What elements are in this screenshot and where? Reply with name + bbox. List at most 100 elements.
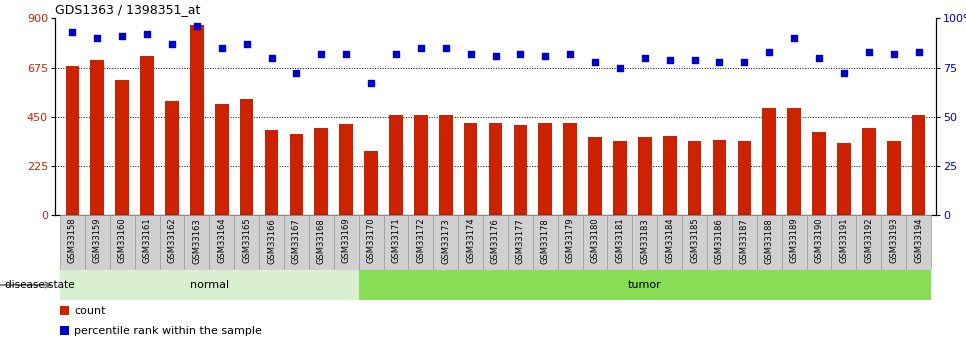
Point [239,41,254,47]
Text: GSM33161: GSM33161 [143,218,152,263]
Point [314,51,329,57]
Bar [190,25,204,215]
Text: tumor: tumor [628,280,662,290]
Text: GSM33171: GSM33171 [391,218,401,263]
Text: GSM33176: GSM33176 [491,218,500,264]
Bar [458,215,483,270]
Bar [434,215,458,270]
Point [837,71,852,76]
Text: GSM33194: GSM33194 [914,218,923,263]
Text: GSM33183: GSM33183 [640,218,649,264]
Text: GSM33179: GSM33179 [566,218,575,263]
Bar [906,215,931,270]
Text: GSM33180: GSM33180 [590,218,600,263]
Bar [508,215,533,270]
Text: GSM33187: GSM33187 [740,218,749,264]
Text: GSM33173: GSM33173 [441,218,450,264]
Bar [514,126,527,215]
Text: GSM33164: GSM33164 [217,218,226,263]
Point [338,51,354,57]
Bar [339,124,353,215]
Bar [265,130,278,215]
Point [388,51,404,57]
Point [587,59,603,65]
Point [786,35,802,41]
Text: GSM33185: GSM33185 [690,218,699,263]
Point [114,33,129,39]
Bar [91,60,104,215]
Point [612,65,628,70]
Point [139,31,155,37]
Point [90,35,105,41]
Bar [259,215,284,270]
Bar [638,137,652,215]
Point [65,29,80,35]
Point [861,49,876,55]
Point [761,49,777,55]
Bar [713,140,726,215]
Text: GSM33178: GSM33178 [541,218,550,264]
Bar [210,215,234,270]
Point [363,80,379,86]
Bar [159,215,185,270]
Bar [409,215,434,270]
Text: GSM33165: GSM33165 [242,218,251,263]
Point [737,59,753,65]
Bar [732,215,756,270]
Bar [608,215,633,270]
Text: GSM33163: GSM33163 [192,218,201,264]
Text: GSM33181: GSM33181 [615,218,624,263]
Bar [389,115,403,215]
Bar [862,128,875,215]
Text: count: count [74,306,106,316]
Text: GSM33158: GSM33158 [68,218,77,263]
Text: percentile rank within the sample: percentile rank within the sample [74,326,262,336]
Point [562,51,578,57]
Text: GSM33177: GSM33177 [516,218,525,264]
Point [513,51,528,57]
Text: disease state: disease state [5,280,74,290]
Text: GSM33170: GSM33170 [366,218,376,263]
Bar [832,215,857,270]
Bar [533,215,557,270]
Bar [489,123,502,215]
Text: GSM33188: GSM33188 [765,218,774,264]
Text: GSM33172: GSM33172 [416,218,425,263]
Bar [563,123,577,215]
Point [687,57,702,62]
Bar [613,141,627,215]
Bar [85,215,110,270]
Text: GSM33169: GSM33169 [342,218,351,263]
Bar [140,56,154,215]
Bar [165,101,179,215]
Bar [290,134,303,215]
Point [438,45,453,51]
Bar [588,137,602,215]
Bar [240,99,253,215]
Point [189,23,205,29]
Bar [762,108,776,215]
Bar [881,215,906,270]
Text: GSM33159: GSM33159 [93,218,101,263]
Text: GSM33190: GSM33190 [814,218,824,263]
Bar [557,215,582,270]
Bar [483,215,508,270]
Bar [756,215,781,270]
Text: GDS1363 / 1398351_at: GDS1363 / 1398351_at [55,3,200,16]
Bar [582,215,608,270]
Bar [358,270,931,300]
Bar [657,215,682,270]
Bar [812,132,826,215]
Bar [134,215,159,270]
Bar [737,141,752,215]
Bar [358,215,384,270]
Bar [787,108,801,215]
Bar [364,150,378,215]
Text: normal: normal [189,280,229,290]
Bar [663,136,676,215]
Point [811,55,827,60]
Text: GSM33191: GSM33191 [839,218,848,263]
Bar [439,115,452,215]
Bar [333,215,358,270]
Text: GSM33162: GSM33162 [167,218,177,263]
